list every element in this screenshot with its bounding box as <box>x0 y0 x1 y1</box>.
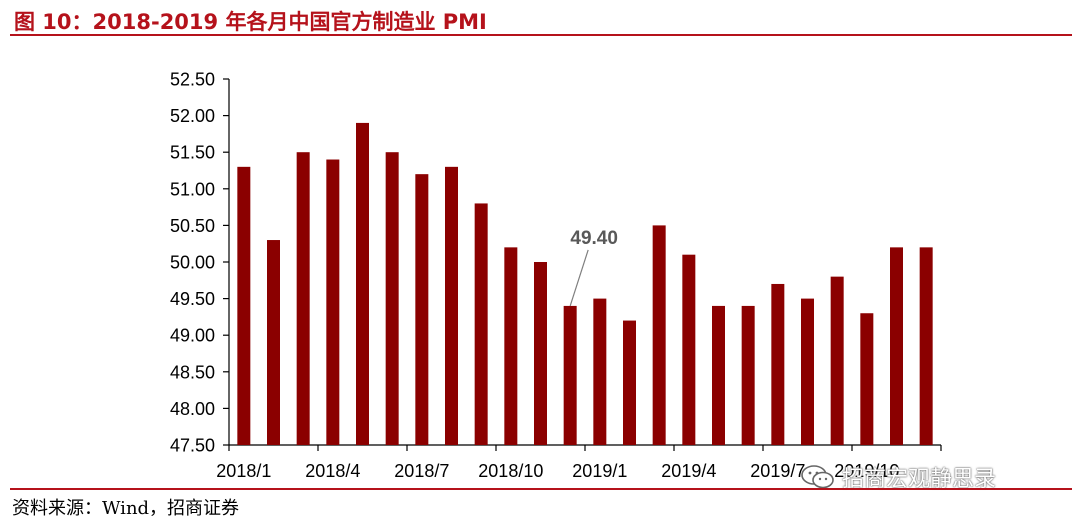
figure-title: 图 10：2018-2019 年各月中国官方制造业 PMI <box>14 10 487 34</box>
x-tick-label: 2019/1 <box>572 461 627 481</box>
x-tick-label: 2018/1 <box>216 461 271 481</box>
bar <box>682 254 696 445</box>
y-tick-label: 49.50 <box>170 289 215 309</box>
x-tick-label: 2018/7 <box>394 461 449 481</box>
bar <box>712 305 725 445</box>
y-tick-label: 48.50 <box>170 362 215 382</box>
bar <box>771 283 785 445</box>
wechat-icon <box>801 465 834 489</box>
y-tick-label: 47.50 <box>170 436 215 456</box>
x-tick-label: 2019/4 <box>661 461 716 481</box>
bar <box>593 298 607 445</box>
bar <box>534 262 547 445</box>
y-tick-label: 52.00 <box>170 106 215 126</box>
bar <box>237 166 251 445</box>
x-tick-label: 2019/10 <box>834 461 899 481</box>
y-tick-label: 50.50 <box>170 216 215 236</box>
bar <box>801 298 814 445</box>
title-divider <box>10 34 1072 36</box>
bar <box>563 305 577 445</box>
bar <box>860 313 874 445</box>
y-tick-label: 52.50 <box>170 70 215 90</box>
bar <box>415 174 429 445</box>
watermark-text: 招商宏观静思录 <box>842 467 997 492</box>
bar <box>445 166 458 445</box>
x-axis: 2018/1 2018/4 2018/7 2018/10 2019/1 2019/4 201… <box>216 444 942 481</box>
y-tick-label: 51.50 <box>170 143 215 163</box>
bar <box>890 247 903 445</box>
bar <box>267 240 280 445</box>
annotation-leader <box>569 249 589 307</box>
footer-divider <box>10 488 1072 490</box>
bar <box>356 122 369 446</box>
y-tick-label: 48.00 <box>170 399 215 419</box>
y-tick-label: 49.00 <box>170 326 215 346</box>
y-tick-label: 51.00 <box>170 179 215 199</box>
y-axis: 47.50 48.00 48.50 49.00 49.50 50.00 50.50 51.00… <box>170 70 230 456</box>
x-tick-label: 2018/4 <box>305 461 360 481</box>
bar <box>623 320 636 445</box>
y-tick-label: 50.00 <box>170 253 215 273</box>
watermark: 招商宏观静思录 <box>800 462 996 492</box>
bar-series <box>237 122 933 446</box>
bar <box>504 247 518 445</box>
bar <box>741 305 755 445</box>
source-note: 资料来源：Wind，招商证券 <box>12 498 240 519</box>
annotation-label: 49.40 <box>570 228 618 249</box>
bar <box>385 152 399 445</box>
bar <box>652 225 666 445</box>
bar <box>474 203 488 445</box>
bar <box>919 247 933 445</box>
bar <box>296 152 310 445</box>
bar <box>326 159 340 445</box>
x-tick-label: 2019/7 <box>750 461 805 481</box>
annotation: 49.40 <box>569 228 618 307</box>
x-tick-label: 2018/10 <box>478 461 543 481</box>
bar <box>830 276 844 445</box>
